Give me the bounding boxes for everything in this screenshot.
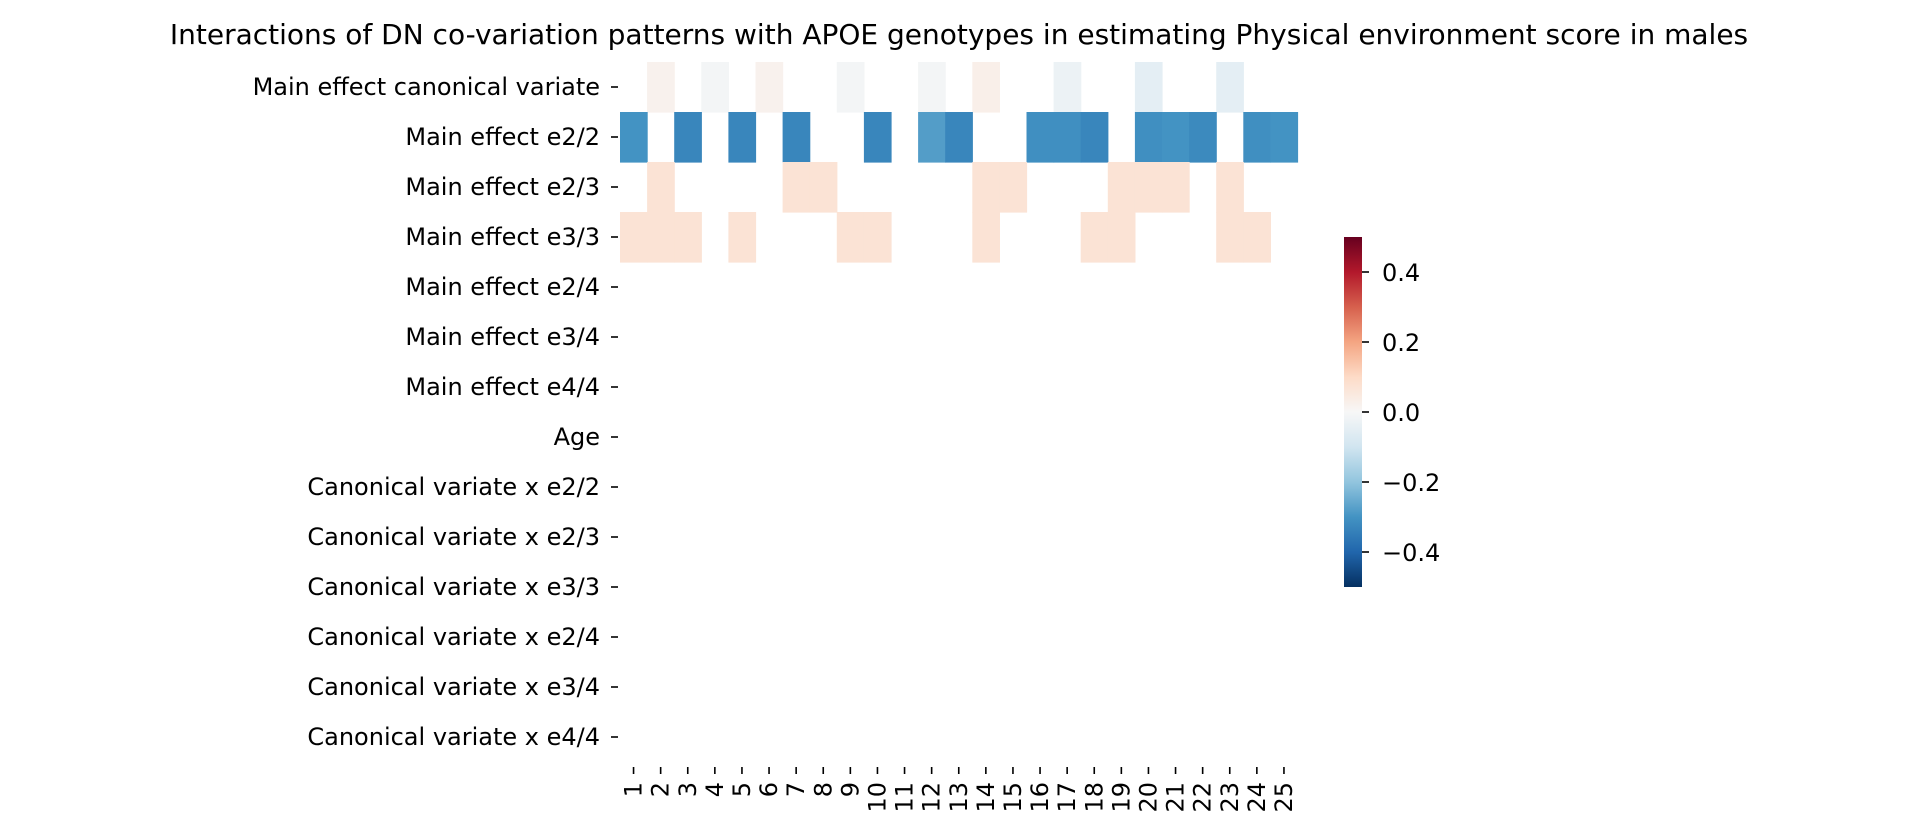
heatmap-cell: [674, 212, 702, 263]
column-label: 20: [1134, 782, 1162, 813]
colorbar-tick-label: −0.2: [1382, 469, 1440, 497]
heatmap-cell: [1189, 112, 1217, 163]
heatmap-cell: [782, 112, 811, 163]
heatmap-cell: [782, 162, 811, 213]
row-label: Canonical variate x e3/3: [307, 573, 600, 601]
column-label: 25: [1270, 782, 1298, 813]
heatmap-cell: [674, 112, 702, 163]
heatmap-cell: [972, 162, 1000, 213]
heatmap-cell: [1134, 162, 1163, 213]
column-labels: 1 2 3 4 5 6 7 8 9 10 11 12 13 14 15 16 17 18 19 20 21 22 23 24 2…: [620, 767, 1298, 813]
column-label: 14: [972, 782, 1000, 813]
column-label: 21: [1162, 782, 1190, 813]
heatmap-cell: [728, 212, 757, 263]
heatmap-cell: [1162, 112, 1190, 163]
heatmap-cell: [1243, 212, 1271, 263]
heatmap-cell: [863, 212, 892, 263]
heatmap-cell: [972, 62, 1000, 113]
heatmap-cell: [647, 62, 675, 113]
heatmap-cell: [1107, 162, 1136, 213]
heatmap-cell: [1134, 112, 1163, 163]
heatmap-cell: [836, 212, 865, 263]
heatmap-cell: [755, 62, 784, 113]
column-label: 3: [674, 782, 702, 797]
heatmap-cell: [836, 62, 865, 113]
row-label: Main effect e2/3: [405, 173, 600, 201]
heatmap-cell: [1216, 212, 1244, 263]
heatmap-cell: [918, 112, 946, 163]
heatmap-cell: [701, 62, 729, 113]
heatmap-cell: [1080, 112, 1109, 163]
heatmap-cell: [945, 112, 973, 163]
column-label: 18: [1080, 782, 1108, 813]
heatmap-cell: [1162, 162, 1190, 213]
column-label: 17: [1053, 782, 1081, 813]
column-label: 1: [620, 782, 648, 797]
row-label: Canonical variate x e2/3: [307, 523, 600, 551]
row-labels: Main effect canonical variate Main effect…: [253, 73, 618, 751]
colorbar: 0.4 0.2 0.0 −0.2 −0.4: [1344, 237, 1440, 587]
colorbar-ticks: 0.4 0.2 0.0 −0.2 −0.4: [1362, 259, 1440, 567]
heatmap-cell: [1053, 112, 1082, 163]
column-label: 12: [918, 782, 946, 813]
column-label: 10: [863, 782, 891, 813]
heatmap-cell: [1134, 62, 1163, 113]
column-label: 13: [945, 782, 973, 813]
row-label: Main effect e2/2: [405, 123, 600, 151]
column-label: 8: [809, 782, 837, 797]
heatmap-cell: [863, 112, 892, 163]
column-label: 2: [647, 782, 675, 797]
heatmap-cell: [1080, 212, 1109, 263]
row-label: Age: [554, 423, 600, 451]
chart-title: Interactions of DN co-variation patterns…: [170, 18, 1748, 51]
row-label: Canonical variate x e2/4: [307, 623, 600, 651]
column-label: 23: [1216, 782, 1244, 813]
colorbar-tick-label: −0.4: [1382, 539, 1440, 567]
row-label: Main effect e2/4: [405, 273, 600, 301]
heatmap-cell: [918, 62, 946, 113]
heatmap-cell: [999, 162, 1028, 213]
row-label: Canonical variate x e4/4: [307, 723, 600, 751]
row-label: Canonical variate x e2/2: [307, 473, 600, 501]
row-label: Main effect e3/3: [405, 223, 600, 251]
column-label: 22: [1189, 782, 1217, 813]
heatmap-cells: [620, 62, 1299, 263]
heatmap-cell: [620, 212, 648, 263]
row-label: Main effect canonical variate: [253, 73, 600, 101]
heatmap-cell: [1216, 162, 1244, 213]
heatmap-cell: [809, 162, 838, 213]
heatmap-cell: [1026, 112, 1055, 163]
row-label: Main effect e4/4: [405, 373, 600, 401]
colorbar-tick-label: 0.0: [1382, 399, 1420, 427]
colorbar-tick-label: 0.2: [1382, 329, 1420, 357]
heatmap-cell: [647, 162, 675, 213]
heatmap-cell: [620, 112, 648, 163]
column-label: 4: [701, 782, 729, 797]
heatmap-cell: [1270, 112, 1299, 163]
column-label: 19: [1107, 782, 1135, 813]
heatmap-cell: [1216, 62, 1244, 113]
colorbar-tick-label: 0.4: [1382, 259, 1420, 287]
column-label: 16: [1026, 782, 1054, 813]
row-label: Main effect e3/4: [405, 323, 600, 351]
row-label: Canonical variate x e3/4: [307, 673, 600, 701]
heatmap-cell: [1053, 62, 1082, 113]
column-label: 24: [1243, 782, 1271, 813]
heatmap-cell: [1107, 212, 1136, 263]
heatmap-cell: [1243, 112, 1271, 163]
column-label: 9: [836, 782, 864, 797]
heatmap-cell: [972, 212, 1000, 263]
heatmap-cell: [728, 112, 757, 163]
heatmap-cell: [647, 212, 675, 263]
column-label: 6: [755, 782, 783, 797]
column-label: 5: [728, 782, 756, 797]
colorbar-gradient: [1344, 237, 1362, 587]
column-label: 11: [891, 782, 919, 813]
column-label: 15: [999, 782, 1027, 813]
column-label: 7: [782, 782, 810, 797]
